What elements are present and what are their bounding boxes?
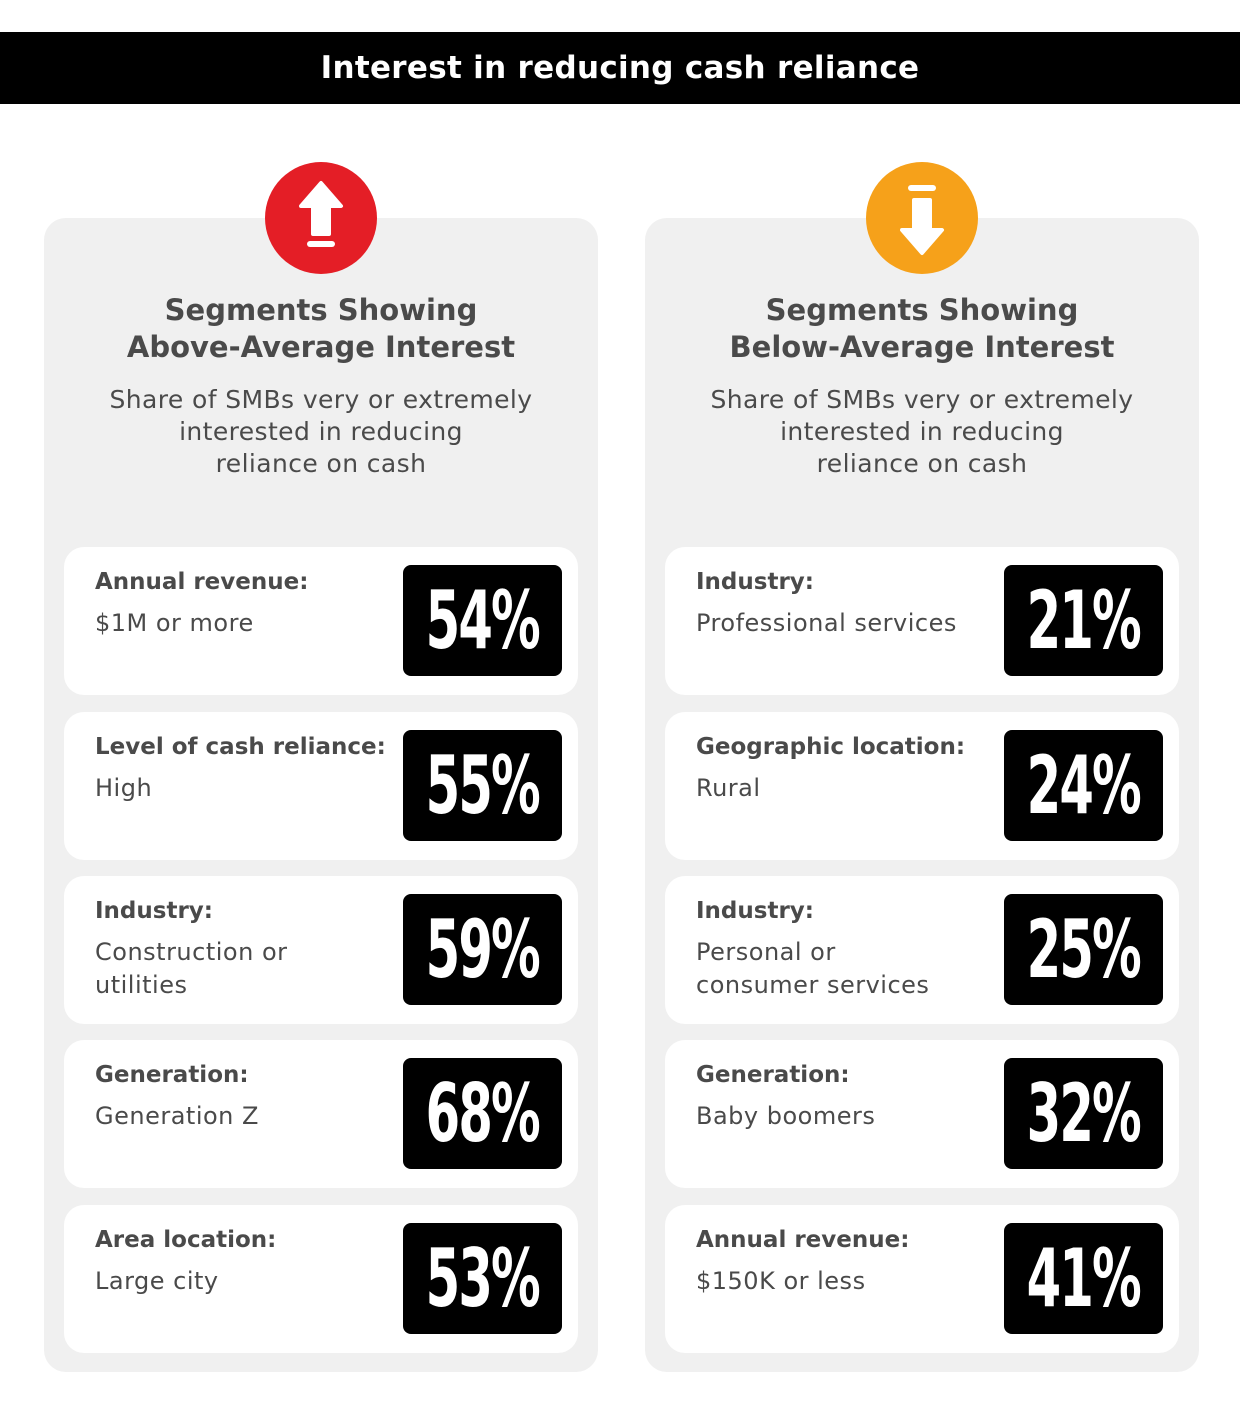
percent-value: 21% [1026, 573, 1142, 667]
segment-category: Area location: [95, 1227, 277, 1253]
segment-value: $1M or more [95, 609, 254, 637]
panel-heading: Segments Showing Above-Average Interest [126, 293, 516, 364]
segment-card: Industry: Professional services 21% [665, 547, 1179, 695]
panel-subtitle: Share of SMBs very or extremely interest… [710, 385, 1134, 478]
segment-value: Large city [95, 1267, 219, 1295]
arrow-up-icon [299, 181, 343, 247]
segment-category: Annual revenue: [696, 1227, 910, 1253]
segment-category: Generation: [95, 1062, 249, 1088]
below-average-panel: Segments Showing Below-Average Interest … [645, 162, 1199, 1372]
percent-badge: 68% [403, 1058, 562, 1169]
page-title: Interest in reducing cash reliance [320, 50, 920, 86]
up-badge [265, 162, 377, 274]
segment-category: Industry: [95, 898, 213, 924]
segment-category: Annual revenue: [95, 569, 309, 595]
percent-value: 41% [1026, 1231, 1142, 1325]
segment-category: Level of cash reliance: [95, 734, 386, 760]
percent-badge: 53% [403, 1223, 562, 1334]
segment-value: Rural [696, 774, 761, 802]
percent-value: 25% [1026, 902, 1142, 996]
segment-card: Geographic location: Rural 24% [665, 712, 1179, 860]
segment-category: Industry: [696, 898, 814, 924]
segment-category: Industry: [696, 569, 814, 595]
segment-value: Professional services [696, 609, 957, 637]
segment-card: Generation: Generation Z 68% [64, 1040, 578, 1188]
percent-badge: 32% [1004, 1058, 1163, 1169]
segment-value: Generation Z [95, 1102, 259, 1130]
percent-badge: 55% [403, 730, 562, 841]
percent-badge: 54% [403, 565, 562, 676]
above-average-panel: Segments Showing Above-Average Interest … [44, 162, 598, 1372]
percent-value: 24% [1026, 738, 1142, 832]
segment-value: Baby boomers [696, 1102, 876, 1130]
segment-value: High [95, 774, 153, 802]
segment-card: Annual revenue: $1M or more 54% [64, 547, 578, 695]
percent-badge: 59% [403, 894, 562, 1005]
percent-badge: 25% [1004, 894, 1163, 1005]
percent-value: 68% [425, 1066, 541, 1160]
segment-value: Personal or consumer services [696, 938, 930, 999]
percent-value: 55% [425, 738, 541, 832]
segment-card: Area location: Large city 53% [64, 1205, 578, 1353]
segment-value: Construction or utilities [95, 938, 288, 999]
segment-category: Generation: [696, 1062, 850, 1088]
segment-category: Geographic location: [696, 734, 966, 760]
segment-card: Annual revenue: $150K or less 41% [665, 1205, 1179, 1353]
panel-subtitle: Share of SMBs very or extremely interest… [109, 385, 533, 478]
percent-value: 54% [425, 573, 541, 667]
arrow-down-icon [900, 185, 944, 255]
percent-value: 32% [1026, 1066, 1142, 1160]
segment-card: Generation: Baby boomers 32% [665, 1040, 1179, 1188]
panel-heading: Segments Showing Below-Average Interest [729, 293, 1115, 364]
title-bar: Interest in reducing cash reliance [0, 32, 1240, 104]
percent-value: 53% [425, 1231, 541, 1325]
segment-value: $150K or less [696, 1267, 866, 1295]
segment-card: Industry: Construction or utilities 59% [64, 876, 578, 1024]
percent-value: 59% [425, 902, 541, 996]
segment-card: Industry: Personal or consumer services 2… [665, 876, 1179, 1024]
percent-badge: 24% [1004, 730, 1163, 841]
down-badge [866, 162, 978, 274]
segment-card: Level of cash reliance: High 55% [64, 712, 578, 860]
percent-badge: 41% [1004, 1223, 1163, 1334]
percent-badge: 21% [1004, 565, 1163, 676]
